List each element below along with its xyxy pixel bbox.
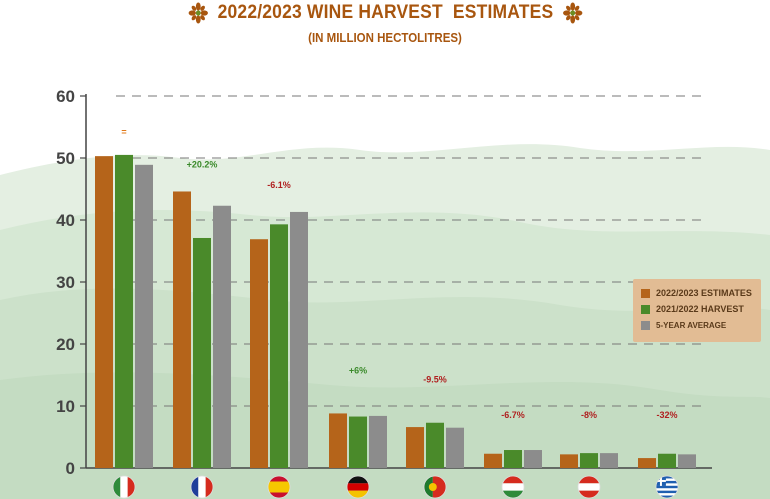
- legend-item-average: 5-YEAR AVERAGE: [641, 317, 761, 333]
- bar-5yr-average: [600, 453, 618, 468]
- legend-label: 2022/2023 ESTIMATES: [656, 288, 752, 298]
- y-tick-label: 0: [66, 459, 75, 478]
- y-tick-label: 30: [56, 273, 75, 292]
- bar-5yr-average: [446, 427, 464, 468]
- hungary-flag-icon: [501, 475, 525, 499]
- change-label: -8%: [581, 410, 597, 420]
- bar-estimate: [329, 413, 347, 468]
- chart-subtitle: (IN MILLION HECTOLITRES): [308, 31, 462, 45]
- france-flag-icon: [190, 475, 214, 499]
- spain-flag-icon: [267, 475, 291, 499]
- bar-5yr-average: [369, 415, 387, 468]
- bar-harvest-2021: [658, 453, 676, 468]
- flower-ornament-icon: [188, 2, 208, 24]
- chart-title-row: 2022/2023 WINE HARVEST ESTIMATES: [188, 2, 583, 24]
- bar-harvest-2021: [193, 237, 211, 468]
- bar-harvest-2021: [580, 453, 598, 468]
- change-label: -9.5%: [423, 375, 447, 385]
- italy-flag-icon: [112, 475, 136, 499]
- bar-5yr-average: [290, 211, 308, 468]
- bar-estimate: [484, 453, 502, 468]
- bar-estimate: [406, 427, 424, 468]
- austria-flag-icon: [577, 475, 601, 499]
- bar-harvest-2021: [349, 416, 367, 468]
- change-label: +6%: [349, 365, 367, 375]
- legend-swatch: [641, 304, 650, 314]
- bar-harvest-2021: [504, 450, 522, 468]
- flower-ornament-icon: [562, 2, 582, 24]
- chart-legend: 2022/2023 ESTIMATES 2021/2022 HARVEST 5-…: [633, 279, 761, 342]
- chart-title: 2022/2023 WINE HARVEST ESTIMATES: [217, 2, 553, 23]
- bar-harvest-2021: [426, 422, 444, 468]
- change-label: =: [121, 127, 126, 137]
- change-label: -32%: [656, 410, 677, 420]
- bar-5yr-average: [135, 164, 153, 468]
- bar-5yr-average: [524, 450, 542, 468]
- legend-label: 2021/2022 HARVEST: [656, 304, 744, 314]
- bar-5yr-average: [213, 205, 231, 469]
- change-label: -6.1%: [267, 180, 291, 190]
- germany-flag-icon: [346, 475, 370, 499]
- legend-label: 5-YEAR AVERAGE: [656, 320, 727, 330]
- bar-estimate: [250, 239, 268, 468]
- portugal-flag-icon: [423, 475, 447, 499]
- bar-harvest-2021: [115, 154, 133, 468]
- y-tick-label: 10: [56, 397, 75, 416]
- legend-swatch: [641, 320, 650, 330]
- y-tick-label: 40: [56, 211, 75, 230]
- y-tick-label: 60: [56, 87, 75, 106]
- chart-header: 2022/2023 WINE HARVEST ESTIMATES (IN MIL…: [0, 2, 770, 45]
- bar-estimate: [173, 191, 191, 469]
- bar-estimate: [638, 458, 656, 468]
- change-label: +20.2%: [187, 159, 218, 169]
- legend-item-estimates: 2022/2023 ESTIMATES: [641, 285, 761, 301]
- change-label: -6.7%: [501, 410, 525, 420]
- legend-swatch: [641, 288, 650, 298]
- greece-flag-icon: [655, 475, 679, 499]
- bar-harvest-2021: [270, 224, 288, 468]
- legend-item-harvest: 2021/2022 HARVEST: [641, 301, 761, 317]
- y-tick-label: 50: [56, 149, 75, 168]
- bar-estimate: [560, 454, 578, 468]
- bar-estimate: [95, 156, 113, 468]
- y-tick-label: 20: [56, 335, 75, 354]
- bar-5yr-average: [678, 454, 696, 468]
